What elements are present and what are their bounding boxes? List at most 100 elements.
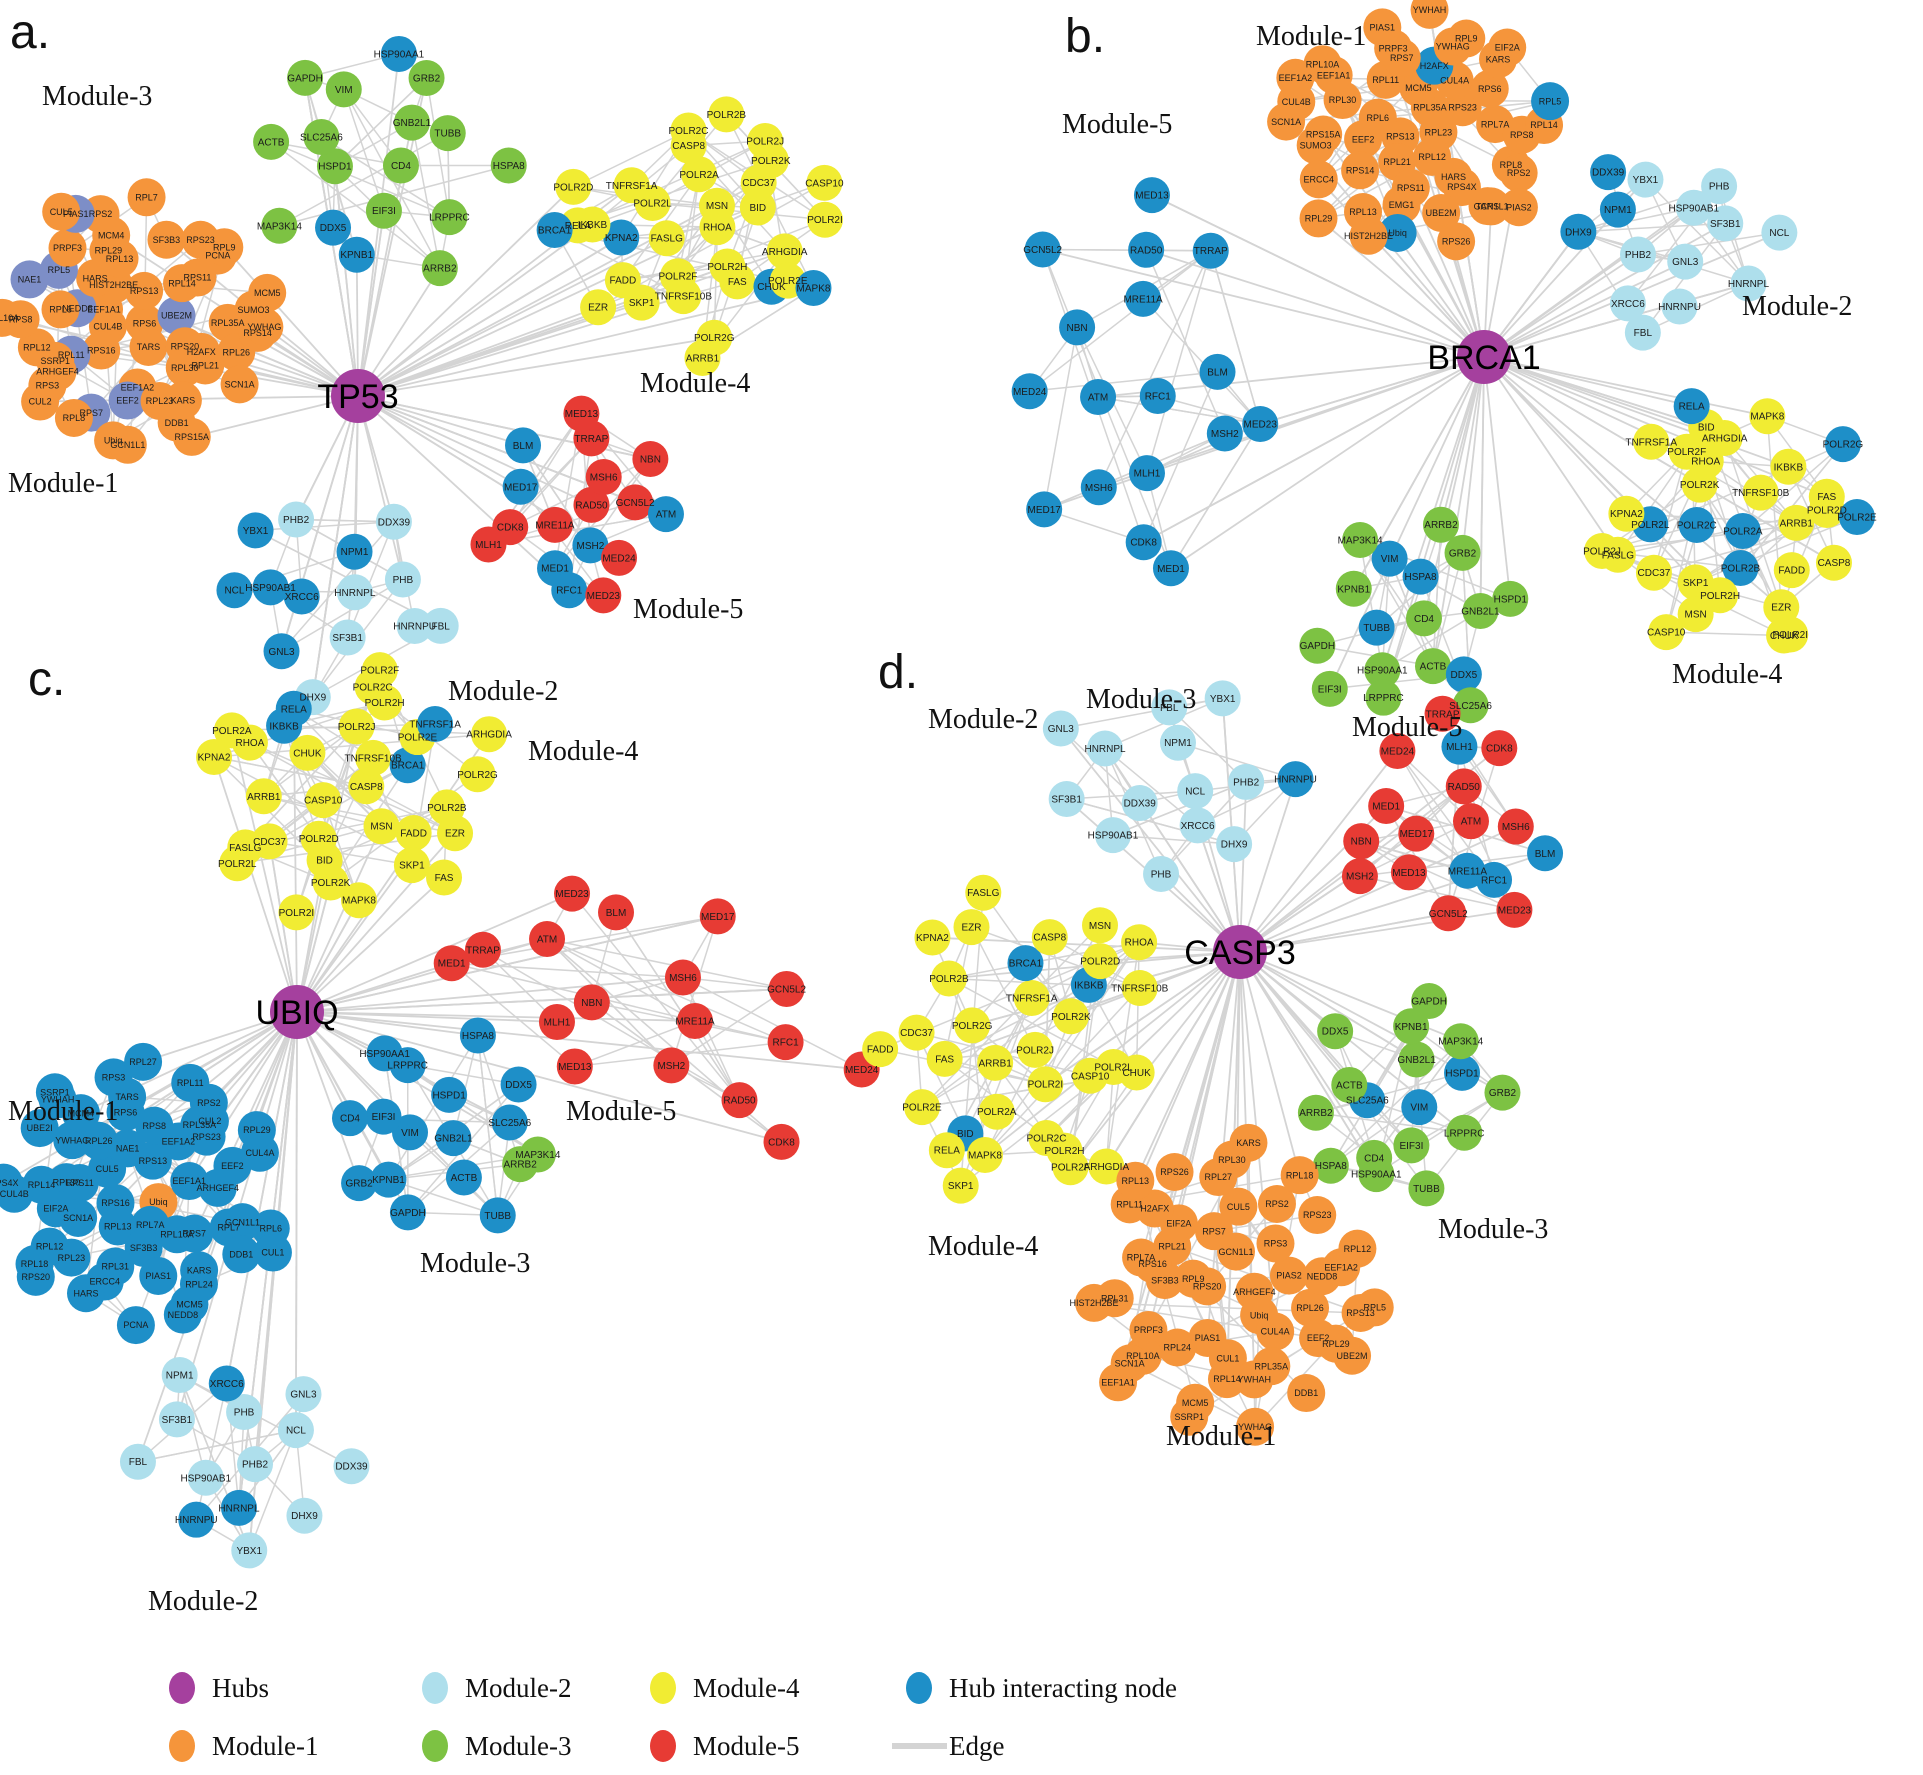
node-label: TNFRSF10B <box>655 292 713 303</box>
node-label: RPS2 <box>1507 168 1531 178</box>
node-label: RPL30 <box>1218 1155 1246 1165</box>
node-label: RPS15A <box>174 432 209 442</box>
node-GAPDH <box>1411 982 1448 1019</box>
node-RPS20 <box>16 1257 55 1296</box>
node-TNFRSF1A <box>1633 423 1670 460</box>
node-PIAS1 <box>1363 8 1402 47</box>
node-label: CD4 <box>1414 614 1434 625</box>
edge <box>546 938 696 1022</box>
node-label: TNFRSF10B <box>1111 984 1169 995</box>
node-label: RPS3 <box>102 1073 126 1083</box>
hub-edge <box>357 186 574 397</box>
node-label: MED17 <box>504 482 538 493</box>
hub-edge <box>1239 825 1517 953</box>
node-label: GNL3 <box>268 647 295 658</box>
node-HIST2H2BE <box>1349 216 1388 255</box>
hub-edge <box>1239 778 1297 953</box>
node-label: ARRB1 <box>686 354 720 365</box>
node-CUL5 <box>1219 1187 1258 1226</box>
node-ACTB <box>445 1159 482 1196</box>
node-label: CDK8 <box>1130 538 1157 549</box>
hub-edge <box>334 166 359 397</box>
node-label: POLR2H <box>1044 1146 1084 1157</box>
node-SF3B1 <box>329 619 366 656</box>
node-NAE1 <box>10 260 49 299</box>
node-label: MRE11A <box>535 520 575 531</box>
node-label: EIF3I <box>1318 684 1342 695</box>
node-RPL9 <box>1447 19 1486 58</box>
node-label: CDC37 <box>742 178 775 189</box>
node-label: POLR2K <box>1680 480 1720 491</box>
node-label: POLR2I <box>1028 1080 1064 1091</box>
node-POLR2J <box>747 123 784 160</box>
node-HNRNPL <box>1730 265 1767 302</box>
node-BRCA1 <box>1007 945 1044 982</box>
node-label: FADD <box>867 1045 894 1056</box>
node-label: HIST2H2BE <box>89 280 138 290</box>
hub-edge <box>296 1011 782 1143</box>
node-RFC1 <box>551 572 588 609</box>
node-label: ARRB2 <box>503 1160 537 1171</box>
hub-edge <box>357 395 570 591</box>
node-label: MSH2 <box>657 1061 685 1072</box>
node-label: SF3B3 <box>130 1243 158 1253</box>
node-label: NEDD8 <box>62 303 93 313</box>
hub-edge <box>296 1011 862 1071</box>
node-label: MSH6 <box>1502 822 1530 833</box>
node-label: MED24 <box>1013 387 1047 398</box>
node-label: RPL35A <box>1413 103 1447 113</box>
node-FADD <box>1773 552 1810 589</box>
node-label: RPS7 <box>183 1229 207 1239</box>
node-ARRB1 <box>684 340 721 377</box>
node-BLM <box>505 427 542 464</box>
node-label: HNRNPU <box>393 622 436 633</box>
node-GNL3 <box>1042 710 1079 747</box>
node-label: SUMO3 <box>238 305 270 315</box>
node-label: MED23 <box>587 591 621 602</box>
node-label: MSN <box>370 822 392 833</box>
node-label: CDC37 <box>1638 568 1671 579</box>
node-EZR <box>437 815 474 852</box>
node-label: CD4 <box>391 161 411 172</box>
node-PHB <box>1143 856 1180 893</box>
node-label: KPNB1 <box>1395 1022 1428 1033</box>
node-label: DDX39 <box>1124 799 1157 810</box>
node-label: HNRNPL <box>1084 744 1126 755</box>
node-label: EEF2 <box>1307 1333 1330 1343</box>
node-PHB <box>384 561 421 598</box>
node-IKBKB <box>1770 448 1807 485</box>
node-YWHAH <box>1410 0 1449 29</box>
hub-edge <box>296 915 718 1013</box>
node-label: CHUK <box>293 748 322 759</box>
node-label: RPS16 <box>101 1198 130 1208</box>
node-label: CUL4B <box>1282 97 1311 107</box>
node-label: ATM <box>537 934 557 945</box>
node-MCM5 <box>170 1285 209 1324</box>
node-label: FAS <box>935 1054 954 1065</box>
node-label: FAS <box>728 277 747 288</box>
node-label: NBN <box>581 998 602 1009</box>
node-label: TUBB <box>484 1211 511 1222</box>
node-label: POLR2B <box>427 803 467 814</box>
node-KPNA2 <box>914 919 951 956</box>
node-label: MCM4 <box>98 231 125 241</box>
node-FBL <box>119 1443 156 1480</box>
hub-edge <box>296 1011 558 1023</box>
node-label: RPL10A <box>1126 1351 1160 1361</box>
node-GCN1L1 <box>223 1203 262 1242</box>
node-RPS16 <box>82 331 121 370</box>
node-label: RPL24 <box>1164 1343 1192 1353</box>
node-label: POLR2G <box>952 1021 993 1032</box>
node-label: FASLG <box>651 234 683 245</box>
node-label: DDX39 <box>1592 168 1625 179</box>
node-label: RPS2 <box>1265 1199 1289 1209</box>
node-label: RPL14 <box>28 1180 56 1190</box>
node-GCN5L2 <box>1430 895 1467 932</box>
node-VIM <box>325 71 362 108</box>
node-VIM <box>1401 1089 1438 1126</box>
node-XRCC6 <box>1179 807 1216 844</box>
hub-edge <box>1105 951 1241 1167</box>
node-label: RFC1 <box>1481 875 1508 886</box>
node-label: POLR2F <box>360 666 399 677</box>
node-label: GCN5L2 <box>1429 909 1468 920</box>
